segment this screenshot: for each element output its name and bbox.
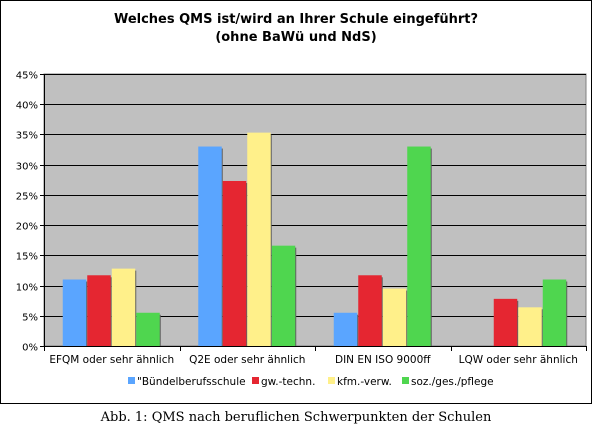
y-tick-label: 25% <box>16 192 38 203</box>
bar <box>247 132 271 346</box>
bar <box>518 307 542 346</box>
bar <box>542 279 567 346</box>
bar <box>87 275 111 346</box>
bar <box>62 279 87 346</box>
y-tick-label: 5% <box>22 313 38 324</box>
legend: "Bündelberufsschule gw.-techn. kfm.-verw. s… <box>128 376 494 388</box>
y-tick-label: 10% <box>16 283 38 294</box>
bar <box>136 312 160 346</box>
bar <box>333 312 358 346</box>
bar <box>222 180 247 346</box>
x-category-label: Q2E oder sehr ähnlich <box>189 354 305 366</box>
legend-label: kfm.-verw. <box>337 376 392 388</box>
legend-label: "Bündelberufsschule <box>137 376 246 388</box>
legend-swatch <box>128 377 135 384</box>
y-tick-label: 35% <box>16 131 38 142</box>
x-category-label: EFQM oder sehr ähnlich <box>49 354 174 366</box>
legend-swatch <box>402 377 409 384</box>
bar <box>382 288 407 346</box>
x-category-label: DIN EN ISO 9000ff <box>335 354 431 366</box>
y-tick-label: 45% <box>16 71 38 82</box>
legend-label: gw.-techn. <box>261 376 315 388</box>
y-tick-label: 0% <box>22 343 38 354</box>
chart-title-line-2: (ohne BaWü und NdS) <box>215 30 376 45</box>
y-tick-label: 30% <box>16 162 38 173</box>
bar <box>358 275 382 346</box>
y-tick-label: 15% <box>16 252 38 263</box>
bar <box>111 268 136 346</box>
y-tick-label: 40% <box>16 101 38 112</box>
legend-label: soz./ges./pflege <box>411 376 494 388</box>
y-tick-label: 20% <box>16 222 38 233</box>
bar <box>407 146 431 346</box>
chart-svg: Welches QMS ist/wird an Ihrer Schule ein… <box>0 0 592 404</box>
y-axis: 0% 5% 10% 15% 20% 25% 30% 35% 40% 45% <box>16 71 45 354</box>
bar <box>493 298 518 346</box>
figure-caption: Abb. 1: QMS nach beruflichen Schwerpunkt… <box>100 410 492 425</box>
x-axis: EFQM oder sehr ähnlich Q2E oder sehr ähnl… <box>44 346 587 366</box>
bar <box>271 245 296 346</box>
bar <box>198 146 222 346</box>
x-category-label: LQW oder sehr ähnlich <box>459 354 578 366</box>
chart-title-line-1: Welches QMS ist/wird an Ihrer Schule ein… <box>114 12 478 27</box>
legend-swatch <box>328 377 335 384</box>
bars <box>62 132 568 346</box>
legend-swatch <box>252 377 259 384</box>
